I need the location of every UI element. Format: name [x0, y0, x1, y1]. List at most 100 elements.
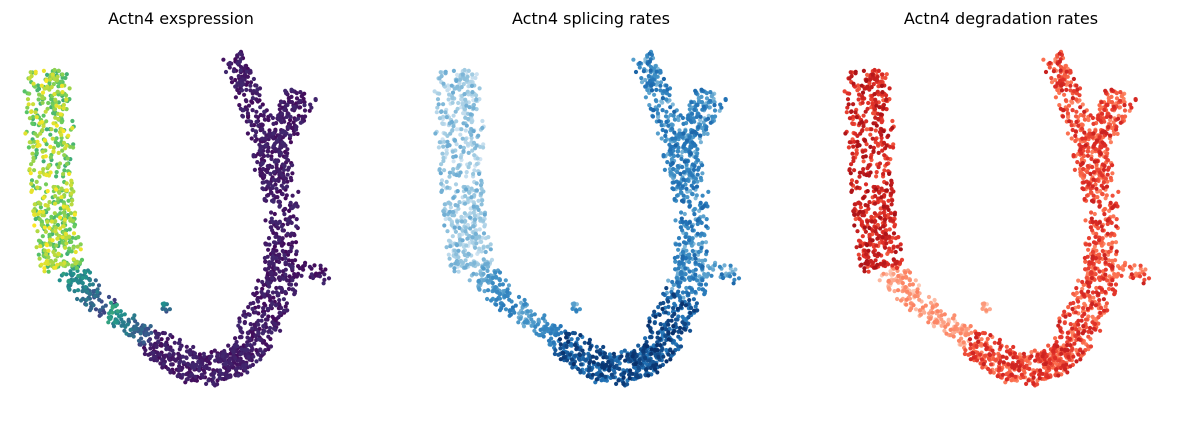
scatter-point [56, 252, 62, 257]
scatter-point [96, 283, 102, 288]
scatter-point [689, 100, 694, 105]
scatter-point [687, 256, 692, 261]
scatter-point [247, 119, 252, 124]
scatter-point [148, 357, 153, 362]
scatter-point [453, 154, 458, 159]
scatter-point [63, 245, 68, 250]
scatter-point [254, 290, 259, 295]
scatter-point [248, 70, 253, 75]
scatter-point [40, 128, 45, 133]
scatter-point [1113, 258, 1118, 263]
scatter-point [679, 216, 684, 221]
scatter-point [687, 107, 692, 112]
scatter-point [690, 140, 695, 145]
scatter-point [546, 338, 552, 343]
scatter-point [473, 231, 478, 236]
scatter-point [913, 307, 919, 312]
scatter-point [301, 267, 306, 272]
scatter-point [689, 224, 694, 229]
scatter-point [151, 351, 156, 356]
scatter-point [557, 337, 563, 342]
scatter-point [235, 54, 240, 59]
scatter-point [260, 161, 265, 166]
scatter-point [87, 282, 92, 287]
scatter-point [71, 245, 76, 250]
scatter-point [48, 170, 53, 175]
scatter-point [292, 292, 297, 297]
scatter-point [693, 272, 698, 277]
scatter-point [466, 165, 471, 170]
scatter-point [453, 182, 459, 187]
scatter-point [675, 280, 680, 285]
scatter-point [261, 113, 266, 118]
scatter-point [656, 305, 661, 310]
scatter-point [283, 256, 288, 261]
scatter-point [469, 83, 475, 88]
scatter-point [903, 270, 908, 275]
scatter-point [950, 316, 956, 321]
scatter-point [132, 313, 137, 318]
scatter-point [917, 297, 922, 302]
scatter-point [263, 136, 268, 141]
scatter-point [501, 303, 506, 308]
scatter-point [33, 110, 38, 115]
scatter-point [577, 307, 583, 312]
scatter-point [271, 240, 277, 245]
scatter-point [48, 77, 53, 82]
scatter-point [516, 294, 522, 300]
scatter-point [54, 174, 59, 179]
scatter-point [628, 368, 633, 373]
scatter-point [603, 364, 608, 369]
scatter-point [32, 202, 37, 207]
scatter-point [123, 324, 128, 329]
scatter-point [641, 348, 646, 353]
scatter-point [516, 320, 521, 325]
scatter-point [310, 275, 316, 281]
scatter-point [1074, 290, 1079, 295]
scatter-point [475, 156, 480, 161]
scatter-point [282, 163, 287, 169]
scatter-point [277, 252, 282, 257]
scatter-point [481, 257, 486, 262]
scatter-point [36, 142, 41, 148]
scatter-point [480, 198, 485, 203]
scatter-point [688, 310, 693, 315]
scatter-point [290, 163, 295, 168]
scatter-point [702, 292, 707, 297]
scatter-point [87, 270, 93, 275]
scatter-point [143, 333, 148, 338]
scatter-point [710, 114, 715, 119]
scatter-point [156, 339, 161, 344]
scatter-point [245, 330, 250, 335]
scatter-point [280, 130, 285, 135]
scatter-point [677, 260, 682, 265]
scatter-point [468, 79, 473, 84]
scatter-point [932, 320, 937, 325]
scatter-point [48, 132, 53, 137]
scatter-point [520, 310, 525, 315]
scatter-point [236, 74, 241, 79]
scatter-point [71, 257, 76, 262]
scatter-point [861, 159, 866, 164]
scatter-point [462, 201, 468, 206]
scatter-point [299, 94, 304, 99]
scatter-point [269, 190, 274, 195]
scatter-point [951, 334, 956, 339]
scatter-point [270, 115, 275, 121]
scatter-point [688, 328, 693, 333]
scatter-point [61, 129, 66, 134]
scatter-point [71, 231, 77, 236]
scatter-point [568, 352, 573, 357]
scatter-point [482, 212, 487, 217]
scatter-point [262, 117, 267, 122]
scatter-point [43, 154, 48, 159]
scatter-point [678, 171, 683, 176]
scatter-point [695, 231, 700, 236]
scatter-point [223, 361, 228, 367]
scatter-point [58, 226, 63, 231]
scatter-point [673, 259, 678, 264]
scatter-point [64, 143, 69, 148]
scatter-point [687, 204, 692, 209]
scatter-point [193, 374, 198, 379]
